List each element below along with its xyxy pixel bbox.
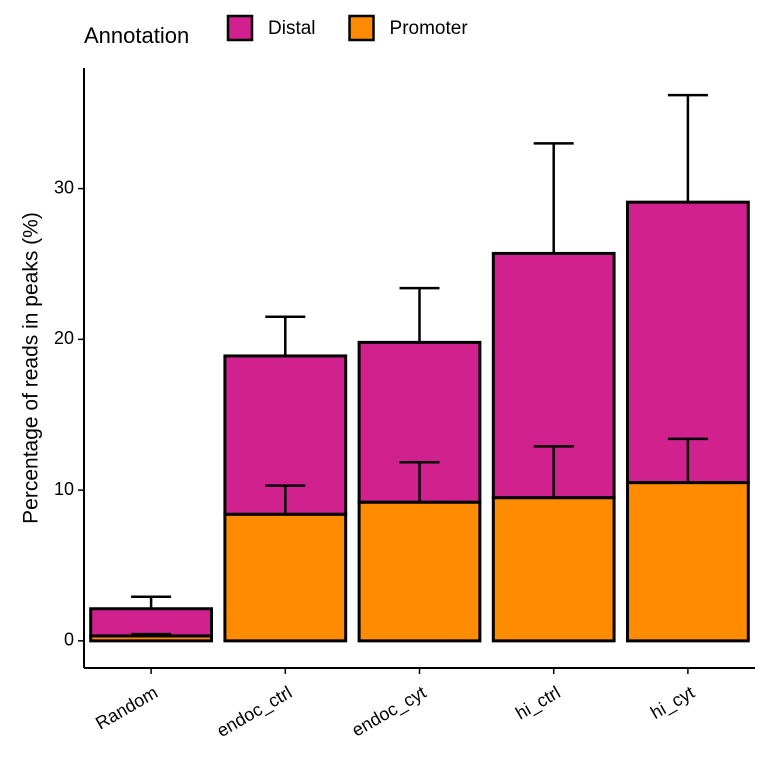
x-tick-label: hi_cyt — [647, 682, 698, 724]
error-bar — [667, 437, 708, 483]
bar-segment — [626, 481, 750, 643]
error-bar — [399, 460, 440, 503]
y-axis-title: Percentage of reads in peaks (%) — [20, 212, 43, 524]
error-bar — [265, 315, 306, 356]
error-bar — [533, 142, 574, 254]
bar-segment — [491, 496, 616, 643]
bar-segment — [626, 200, 750, 485]
y-tick-label: 10 — [54, 479, 74, 499]
x-tick-label: hi_ctrl — [512, 682, 564, 724]
x-tick-label: endoc_ctrl — [213, 682, 295, 742]
y-tick-label: 30 — [54, 177, 74, 197]
legend-swatch — [226, 14, 254, 42]
error-bar — [265, 484, 306, 515]
error-bar — [131, 595, 172, 609]
error-bar — [399, 286, 440, 343]
legend-label: Distal — [268, 18, 316, 39]
y-tick-label: 0 — [64, 630, 74, 650]
error-bar — [533, 445, 574, 498]
error-bar — [667, 93, 708, 203]
legend-title: Annotation — [84, 23, 189, 48]
error-bar — [131, 632, 172, 636]
legend-label: Promoter — [390, 18, 469, 39]
x-tick-label: Random — [92, 682, 161, 733]
bar-segment — [357, 500, 482, 643]
bar-segment — [89, 607, 213, 638]
legend-swatch — [348, 14, 375, 42]
y-tick-label: 20 — [54, 328, 74, 348]
bar-segment — [223, 512, 348, 643]
x-tick-label: endoc_cyt — [348, 682, 430, 741]
